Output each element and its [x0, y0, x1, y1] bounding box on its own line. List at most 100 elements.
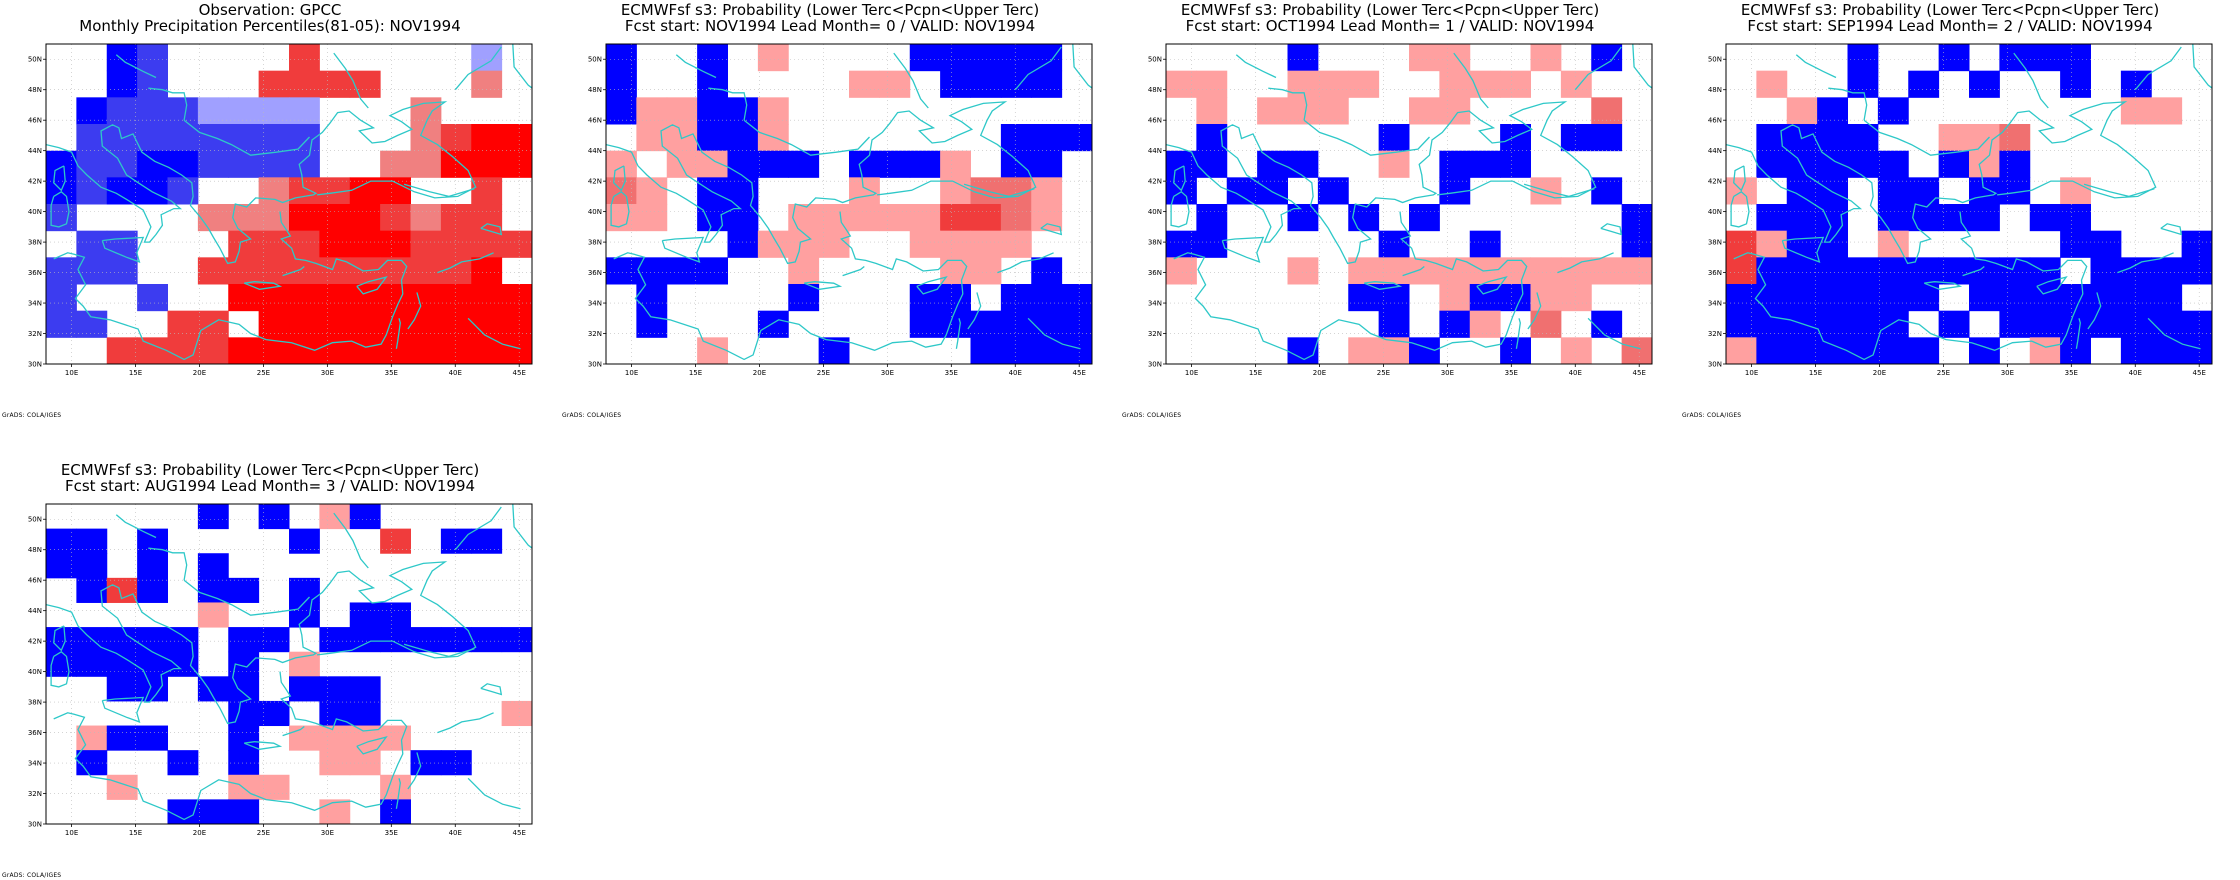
grid-cell [697, 124, 728, 152]
grid-cell [1031, 204, 1063, 232]
grid-cell [106, 44, 138, 72]
grid-cell [2029, 204, 2061, 232]
grid-cell [879, 70, 911, 98]
grid-cell [501, 124, 533, 152]
coastline [1363, 281, 1403, 290]
grid-cell [1409, 337, 1440, 365]
grid-cell [410, 150, 442, 178]
grid-cell [1560, 284, 1592, 312]
grid-cell [228, 676, 260, 702]
panel-subtitle: Fcst start: OCT1994 Lead Month= 1 / VALI… [1185, 17, 1595, 35]
coastline [1166, 101, 1597, 265]
grid-cells [606, 44, 1093, 365]
grid-cell [757, 97, 789, 125]
coastline [1962, 265, 1985, 277]
grid-cell [1969, 70, 2000, 98]
grid-cell [289, 44, 320, 72]
lat-tick-label: 46N [28, 117, 42, 125]
grid-cell [258, 70, 290, 98]
grid-cell [137, 651, 168, 677]
grid-cell [1317, 70, 1349, 98]
grid-cell [1999, 284, 2031, 312]
lat-tick-label: 44N [28, 607, 42, 615]
grid-cell [1877, 177, 1909, 205]
grid-cell [1560, 337, 1592, 365]
grid-cell [380, 774, 411, 800]
coastline [46, 101, 477, 265]
lat-tick-label: 48N [28, 86, 42, 94]
grid-cell [1817, 204, 1848, 232]
grid-cell [1938, 150, 1970, 178]
grid-cell [197, 799, 229, 825]
coastline [955, 318, 961, 349]
grid-cell [1621, 257, 1653, 285]
grid-cell [410, 284, 442, 312]
grid-cell [1348, 204, 1380, 232]
coastline [1863, 119, 1990, 156]
grid-cell [1378, 257, 1410, 285]
grid-cell [258, 124, 290, 152]
grid-cell [1287, 70, 1319, 98]
grid-cell [636, 177, 668, 205]
grid-cell [2181, 257, 2213, 285]
panel-title: ECMWFsf s3: Probability (Lower Terc<Pcpn… [620, 1, 1040, 19]
grid-cell [1786, 204, 1818, 232]
coastline [1040, 223, 1063, 236]
grid-cell [697, 257, 728, 285]
coastline [333, 52, 369, 109]
lat-tick-label: 34N [28, 300, 42, 308]
grid-cell [1756, 284, 1788, 312]
coastline [1170, 190, 1190, 228]
grid-cell [1530, 310, 1562, 338]
grid-cell [1756, 257, 1788, 285]
grid-cell [319, 230, 351, 258]
grid-cell [727, 204, 759, 232]
grid-cell [167, 124, 199, 152]
map-plot: 10E 15E 20E 25E 30E 35E 40E 45E 30N 32N 34N 36N 38N 4… [28, 43, 533, 377]
grid-cell [2181, 337, 2213, 365]
coastline [1795, 54, 1837, 79]
grid-cell [1877, 230, 1909, 258]
panel-subtitle: Fcst start: NOV1994 Lead Month= 0 / VALI… [624, 17, 1036, 35]
grid-cell [666, 150, 698, 178]
grid-cell [1847, 70, 1879, 98]
grid-cell [1000, 124, 1032, 152]
grid-cell [197, 577, 229, 603]
grid-cell [1908, 70, 1940, 98]
grid-cell [289, 602, 320, 628]
lat-tick-label: 38N [588, 239, 602, 247]
grid-cell [289, 528, 320, 554]
grid-cell [349, 177, 381, 205]
grid-cell [1786, 150, 1818, 178]
coastline [512, 44, 532, 89]
coastline [1268, 87, 1308, 121]
grads-credit: GrADS: COLA/IGES [2, 412, 62, 419]
grid-cell [1817, 257, 1848, 285]
grid-cell [940, 70, 971, 98]
grid-cell [501, 284, 533, 312]
coastline [282, 725, 305, 737]
grid-cell [289, 676, 320, 702]
grid-cell [606, 44, 637, 72]
coastline [1402, 265, 1425, 277]
coastline [661, 236, 705, 263]
grid-cell [940, 230, 971, 258]
coastline [916, 276, 948, 295]
coastline [2075, 318, 2081, 349]
grid-cell [1877, 284, 1909, 312]
lon-tick-label: 35E [2065, 369, 2078, 377]
grid-cell [1000, 230, 1032, 258]
grid-cell [440, 528, 472, 554]
grid-cell [1031, 124, 1063, 152]
grid-cell [909, 230, 941, 258]
lat-tick-label: 32N [1708, 330, 1722, 338]
grid-cell [501, 627, 533, 653]
grid-cell [1591, 44, 1623, 72]
grid-cell [228, 577, 260, 603]
lat-tick-label: 40N [28, 668, 42, 676]
lat-tick-label: 50N [1708, 56, 1722, 64]
lon-tick-label: 20E [1873, 369, 1886, 377]
grid-cell [289, 70, 320, 98]
grid-cell [2120, 310, 2152, 338]
coastline [1557, 252, 1614, 274]
